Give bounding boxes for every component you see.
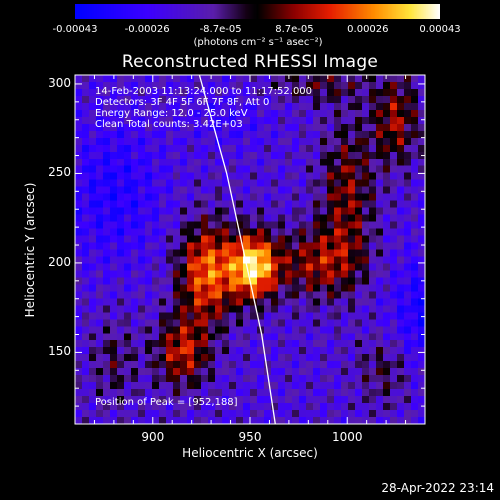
- colorbar-units: (photons cm⁻² s⁻¹ asec⁻²): [193, 37, 323, 48]
- tick-label: 250: [48, 165, 71, 180]
- chart-title: Reconstructed RHESSI Image: [121, 52, 379, 72]
- tick-label: 200: [48, 254, 71, 269]
- peak-position-label: Position of Peak = [952,188]: [95, 397, 238, 408]
- x-axis-label: Heliocentric X (arcsec): [182, 446, 318, 460]
- timestamp: 28-Apr-2022 23:14: [381, 481, 494, 495]
- tick-label: 1000: [331, 430, 363, 444]
- colorbar-tick-label: -8.7e-05: [199, 24, 242, 35]
- colorbar-tick-label: 0.00026: [347, 24, 389, 35]
- colorbar-tick-label: -0.00043: [52, 24, 98, 35]
- info-clean-counts: Clean Total counts: 3.42E+03: [95, 119, 243, 130]
- colorbar-tick-label: 8.7e-05: [275, 24, 314, 35]
- info-detectors: Detectors: 3F 4F 5F 6F 7F 8F, Att 0: [95, 97, 270, 108]
- info-energy-range: Energy Range: 12.0 - 25.0 keV: [95, 108, 248, 119]
- tick-label: 900: [141, 430, 165, 444]
- colorbar-tick-label: -0.00026: [124, 24, 170, 35]
- colorbar-tick-label: 0.00043: [419, 24, 461, 35]
- tick-label: 300: [48, 75, 71, 90]
- y-axis-label: Heliocentric Y (arcsec): [23, 182, 37, 318]
- info-time-range: 14-Feb-2003 11:13:24.000 to 11:17:52.000: [95, 86, 313, 97]
- tick-label: 150: [48, 344, 71, 359]
- tick-label: 950: [238, 430, 262, 444]
- colorbar: [75, 4, 440, 19]
